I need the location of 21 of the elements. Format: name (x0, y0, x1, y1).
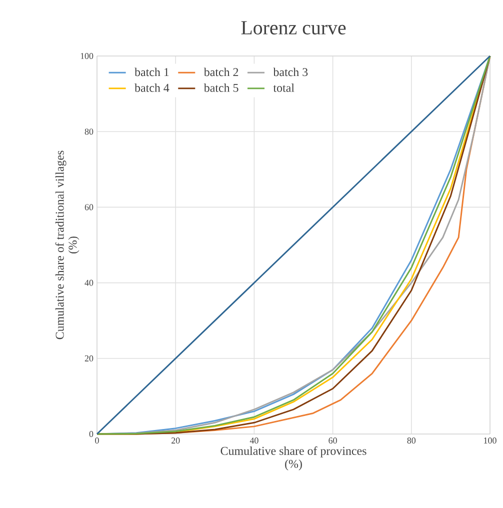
legend-label: batch 4 (134, 84, 170, 92)
x-tick-label: 40 (250, 438, 258, 444)
y-tick-label: 80 (84, 128, 94, 135)
y-tick-label: 60 (84, 204, 94, 210)
y-tick-label: 20 (84, 355, 94, 362)
x-tick-label: 100 (484, 438, 496, 444)
x-tick-label: 60 (328, 438, 337, 444)
x-tick-label: 20 (172, 438, 180, 444)
legend-label: batch 3 (273, 68, 308, 76)
y-tick-label: 100 (80, 52, 94, 60)
legend-label: batch 2 (204, 68, 238, 76)
y-tick-label: 0 (89, 430, 94, 438)
y-axis-title: Cumulative share of traditional villages (%) (55, 150, 80, 340)
legend-label: batch 1 (134, 68, 169, 76)
legend-label: batch 5 (204, 84, 238, 92)
x-axis-title: Cumulative share of provinces (%) (220, 446, 366, 470)
legend-label: total (273, 84, 294, 92)
x-tick-label: 0 (95, 438, 99, 444)
chart-title: Lorenz curve (241, 21, 346, 34)
y-tick-label: 40 (84, 280, 94, 286)
x-tick-label: 80 (407, 438, 416, 444)
